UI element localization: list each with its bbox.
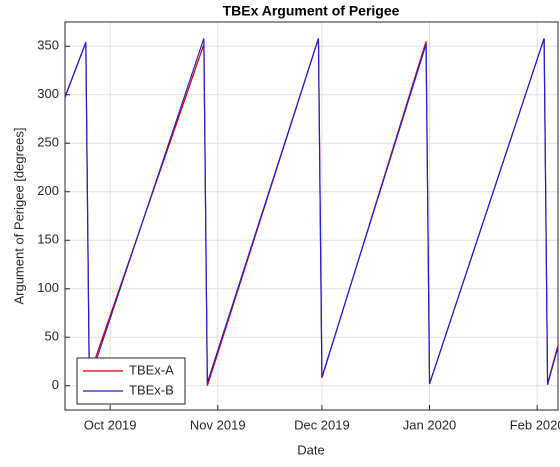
x-axis-label: Date — [297, 442, 324, 457]
x-tick-label: Oct 2019 — [84, 417, 137, 432]
chart-title: TBEx Argument of Perigee — [223, 3, 400, 19]
y-tick-label: 250 — [37, 135, 59, 150]
legend-label: TBEx-A — [129, 362, 174, 377]
x-tick-label: Feb 2020 — [510, 417, 560, 432]
y-tick-label: 150 — [37, 232, 59, 247]
legend-label: TBEx-B — [129, 382, 174, 397]
series-line — [64, 38, 559, 385]
y-tick-label: 50 — [45, 329, 59, 344]
y-tick-label: 100 — [37, 280, 59, 295]
y-tick-label: 200 — [37, 183, 59, 198]
legend-box — [76, 357, 186, 405]
x-tick-label: Dec 2019 — [294, 417, 350, 432]
y-tick-label: 350 — [37, 38, 59, 53]
y-tick-label: 300 — [37, 86, 59, 101]
y-tick-label: 0 — [52, 377, 59, 392]
x-tick-label: Jan 2020 — [403, 417, 457, 432]
x-tick-label: Nov 2019 — [190, 417, 246, 432]
plot-frame — [64, 21, 559, 411]
y-axis-label: Argument of Perigee [degrees] — [11, 127, 26, 304]
